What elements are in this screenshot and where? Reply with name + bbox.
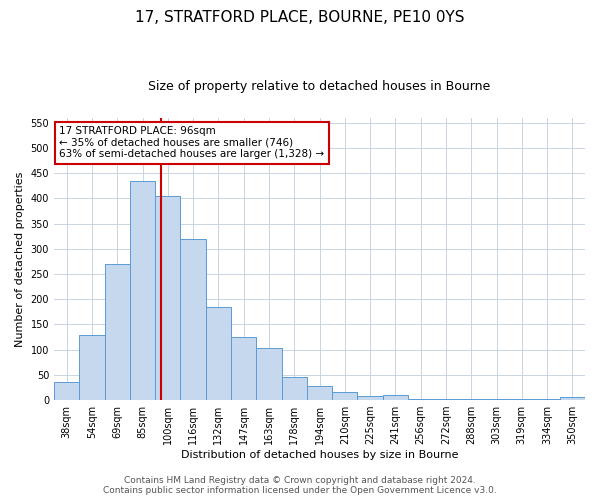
- Bar: [484, 398, 509, 400]
- Bar: [130, 181, 155, 400]
- Bar: [358, 396, 383, 400]
- Bar: [155, 196, 181, 400]
- X-axis label: Distribution of detached houses by size in Bourne: Distribution of detached houses by size …: [181, 450, 458, 460]
- Bar: [383, 395, 408, 400]
- Bar: [231, 337, 256, 400]
- Bar: [433, 398, 458, 400]
- Bar: [256, 348, 281, 400]
- Bar: [560, 397, 585, 400]
- Bar: [307, 386, 332, 400]
- Bar: [206, 307, 231, 400]
- Bar: [281, 378, 307, 400]
- Bar: [181, 239, 206, 400]
- Title: Size of property relative to detached houses in Bourne: Size of property relative to detached ho…: [148, 80, 491, 93]
- Bar: [535, 398, 560, 400]
- Bar: [408, 398, 433, 400]
- Text: Contains HM Land Registry data © Crown copyright and database right 2024.
Contai: Contains HM Land Registry data © Crown c…: [103, 476, 497, 495]
- Bar: [332, 392, 358, 400]
- Bar: [54, 382, 79, 400]
- Y-axis label: Number of detached properties: Number of detached properties: [15, 171, 25, 346]
- Bar: [458, 398, 484, 400]
- Bar: [509, 398, 535, 400]
- Bar: [79, 334, 104, 400]
- Text: 17 STRATFORD PLACE: 96sqm
← 35% of detached houses are smaller (746)
63% of semi: 17 STRATFORD PLACE: 96sqm ← 35% of detac…: [59, 126, 325, 160]
- Text: 17, STRATFORD PLACE, BOURNE, PE10 0YS: 17, STRATFORD PLACE, BOURNE, PE10 0YS: [135, 10, 465, 25]
- Bar: [104, 264, 130, 400]
